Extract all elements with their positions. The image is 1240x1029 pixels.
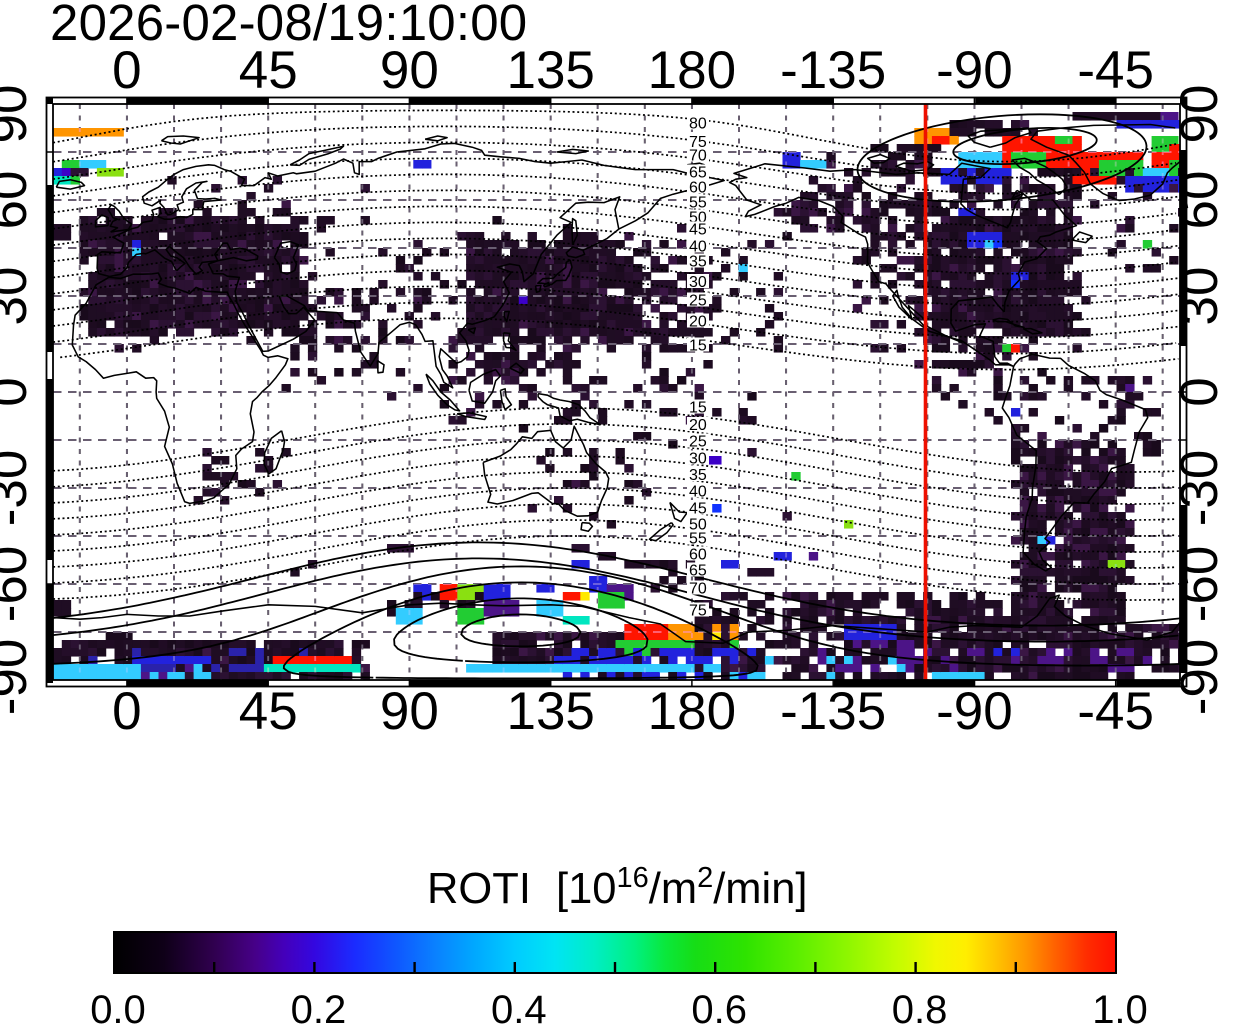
svg-text:-135: -135 bbox=[780, 682, 886, 741]
svg-text:ROTI: ROTI bbox=[427, 865, 531, 913]
svg-text:2026-02-08/19:10:00: 2026-02-08/19:10:00 bbox=[50, 0, 527, 51]
svg-text:30: 30 bbox=[0, 267, 38, 326]
svg-text:65: 65 bbox=[689, 165, 707, 182]
svg-text:45: 45 bbox=[689, 501, 707, 518]
svg-text:0: 0 bbox=[112, 41, 141, 100]
svg-text:60: 60 bbox=[689, 180, 707, 197]
svg-text:-90: -90 bbox=[0, 639, 38, 716]
svg-text:180: 180 bbox=[648, 41, 736, 100]
svg-text:180: 180 bbox=[648, 682, 736, 741]
svg-text:0.4: 0.4 bbox=[491, 988, 547, 1024]
svg-text:1.0: 1.0 bbox=[1092, 988, 1148, 1024]
svg-text:55: 55 bbox=[689, 195, 707, 212]
svg-text:45: 45 bbox=[689, 222, 707, 239]
svg-text:135: 135 bbox=[506, 682, 594, 741]
svg-text:50: 50 bbox=[689, 517, 707, 534]
svg-text:90: 90 bbox=[380, 682, 439, 741]
svg-text:75: 75 bbox=[689, 603, 707, 620]
svg-text:90: 90 bbox=[380, 41, 439, 100]
svg-text:15: 15 bbox=[689, 400, 707, 417]
svg-text:55: 55 bbox=[689, 531, 707, 548]
svg-text:80: 80 bbox=[689, 116, 707, 133]
svg-text:0.0: 0.0 bbox=[90, 988, 146, 1024]
svg-text:70: 70 bbox=[689, 581, 707, 598]
svg-text:-60: -60 bbox=[0, 546, 38, 623]
svg-text:0.8: 0.8 bbox=[892, 988, 948, 1024]
svg-text:70: 70 bbox=[689, 148, 707, 165]
svg-text:0: 0 bbox=[1170, 377, 1229, 406]
svg-text:45: 45 bbox=[239, 682, 298, 741]
svg-text:35: 35 bbox=[689, 467, 707, 484]
svg-text:-90: -90 bbox=[936, 41, 1013, 100]
svg-text:60: 60 bbox=[0, 171, 38, 230]
svg-text:90: 90 bbox=[0, 85, 38, 144]
svg-text:-135: -135 bbox=[780, 41, 886, 100]
svg-text:-90: -90 bbox=[1170, 639, 1229, 716]
svg-text:0.6: 0.6 bbox=[691, 988, 747, 1024]
svg-text:45: 45 bbox=[239, 41, 298, 100]
svg-text:40: 40 bbox=[689, 239, 707, 256]
svg-text:30: 30 bbox=[689, 274, 707, 291]
svg-text:-45: -45 bbox=[1077, 41, 1154, 100]
svg-text:65: 65 bbox=[689, 563, 707, 580]
svg-text:20: 20 bbox=[689, 417, 707, 434]
svg-text:-60: -60 bbox=[1170, 546, 1229, 623]
svg-text:15: 15 bbox=[689, 338, 707, 355]
svg-text:0: 0 bbox=[0, 377, 38, 406]
svg-text:-30: -30 bbox=[0, 450, 38, 527]
svg-text:135: 135 bbox=[506, 41, 594, 100]
svg-text:40: 40 bbox=[689, 484, 707, 501]
svg-text:30: 30 bbox=[689, 451, 707, 468]
svg-text:35: 35 bbox=[689, 254, 707, 271]
svg-text:60: 60 bbox=[689, 547, 707, 564]
svg-text:0: 0 bbox=[112, 682, 141, 741]
svg-text:25: 25 bbox=[689, 434, 707, 451]
svg-text:20: 20 bbox=[689, 314, 707, 331]
svg-text:-90: -90 bbox=[936, 682, 1013, 741]
svg-text:90: 90 bbox=[1170, 85, 1229, 144]
svg-text:-45: -45 bbox=[1077, 682, 1154, 741]
svg-text:25: 25 bbox=[689, 293, 707, 310]
svg-text:0.2: 0.2 bbox=[291, 988, 347, 1024]
svg-text:-30: -30 bbox=[1170, 450, 1229, 527]
svg-text:60: 60 bbox=[1170, 171, 1229, 230]
svg-text:[1016/m2/min]: [1016/m2/min] bbox=[556, 862, 807, 913]
svg-text:75: 75 bbox=[689, 134, 707, 151]
svg-text:30: 30 bbox=[1170, 267, 1229, 326]
